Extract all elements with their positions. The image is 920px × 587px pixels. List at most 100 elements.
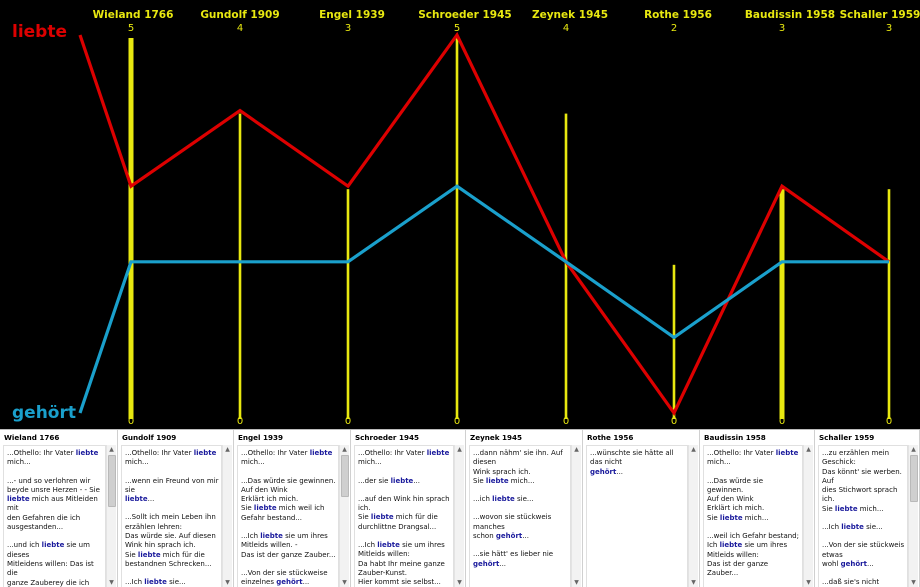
snippet-text: ...wovon sie stückweis manches schon (473, 513, 552, 541)
panel-title: Rothe 1956 (587, 433, 634, 442)
scroll-down-arrow-icon[interactable]: ▼ (225, 579, 230, 586)
snippet-text: ... (147, 495, 155, 504)
scroll-thumb[interactable] (341, 455, 349, 497)
edition-panel: Wieland 1766 ...Othello: Ihr Vater liebte… (0, 430, 118, 587)
scroll-thumb[interactable] (108, 455, 116, 507)
scroll-down-arrow-icon[interactable]: ▼ (806, 579, 811, 586)
keyword-highlight: liebte (125, 495, 148, 504)
keyword-highlight: liebte (775, 449, 799, 457)
snippet: ...Das würde sie gewinnen. Auf den Wink … (241, 477, 336, 523)
edition-count: 2 (671, 23, 677, 34)
scroll-up-arrow-icon[interactable]: ▲ (911, 446, 916, 453)
snippet-text: ... (866, 559, 874, 568)
snippet-text: ...wenn ein Freund von mir sie (125, 476, 219, 494)
panel-scrollbar[interactable]: ▲ ▼ (454, 445, 464, 587)
snippet-text: ...Von der sie stückweise einzelnes (241, 568, 328, 587)
snippet: ...Ich liebte sie um ihres Mitleids will… (241, 532, 336, 560)
panel-scrollbar[interactable]: ▲ ▼ (803, 445, 813, 587)
scroll-up-arrow-icon[interactable]: ▲ (342, 446, 347, 453)
snippet: ...dann nähm' sie ihn. Auf diesen Wink s… (473, 449, 568, 486)
snippet-text: ... (616, 467, 624, 476)
snippet: ...weil ich Gefahr bestand; Ich liebte s… (707, 532, 800, 578)
scroll-down-arrow-icon[interactable]: ▼ (691, 579, 696, 586)
scroll-up-arrow-icon[interactable]: ▲ (109, 446, 114, 453)
scroll-down-arrow-icon[interactable]: ▼ (911, 579, 916, 586)
snippet: ...Das würde sie gewinnen. Auf den Wink … (707, 477, 800, 523)
snippet-text: ... (413, 476, 420, 485)
snippet-text: ...Ich (241, 532, 261, 541)
scroll-thumb[interactable] (910, 455, 918, 502)
snippet: ...der sie liebte... (358, 477, 451, 486)
keyword-highlight: gehört (276, 578, 303, 587)
scroll-up-arrow-icon[interactable]: ▲ (225, 446, 230, 453)
snippet: ...sie hätt' es lieber nie gehört... (473, 550, 568, 569)
scroll-up-arrow-icon[interactable]: ▲ (806, 446, 811, 453)
snippet-text: ...Othello: Ihr Vater (707, 449, 776, 457)
panel-title: Schaller 1959 (819, 433, 875, 442)
snippet-list[interactable]: ...Othello: Ihr Vater liebte mich... ...w… (121, 445, 222, 587)
keyword-highlight: liebte (426, 449, 450, 457)
snippet-list[interactable]: ...Othello: Ihr Vater liebte mich... ...D… (237, 445, 339, 587)
panel-scrollbar[interactable]: ▲ ▼ (688, 445, 698, 587)
series-line-liebte (78, 31, 890, 417)
count-bar (455, 38, 459, 419)
snippet: ...Von der sie stückweis etwas wohl gehö… (822, 541, 905, 569)
edition-zero-label: 0 (454, 416, 460, 427)
scroll-up-arrow-icon[interactable]: ▲ (691, 446, 696, 453)
snippet-text: sie um ihres Mitleids willen: Das ist de… (707, 541, 788, 578)
snippet: ...wenn ein Freund von mir sie liebte... (125, 477, 219, 505)
panel-scrollbar[interactable]: ▲ ▼ (222, 445, 232, 587)
snippet-text: mich... (358, 458, 382, 467)
snippet: ...wovon sie stückweis manches schon geh… (473, 513, 568, 541)
scroll-down-arrow-icon[interactable]: ▼ (574, 579, 579, 586)
snippet-text: ...Othello: Ihr Vater (241, 449, 310, 457)
snippet-text: ... (499, 559, 507, 568)
keyword-highlight: liebte (485, 476, 509, 485)
scroll-down-arrow-icon[interactable]: ▼ (457, 579, 462, 586)
snippet: ...Othello: Ihr Vater liebte mich... (241, 449, 336, 468)
edition-title: Schroeder 1945 (418, 9, 511, 21)
panel-scrollbar[interactable]: ▲ ▼ (339, 445, 349, 587)
scroll-down-arrow-icon[interactable]: ▼ (109, 579, 114, 586)
panel-scrollbar[interactable]: ▲ ▼ (908, 445, 918, 587)
snippet-list[interactable]: ...Othello: Ihr Vater liebte mich... ...-… (3, 445, 106, 587)
edition-zero-label: 0 (237, 416, 243, 427)
edition-count: 4 (237, 23, 243, 34)
scroll-up-arrow-icon[interactable]: ▲ (457, 446, 462, 453)
count-bar (564, 113, 568, 419)
panel-title: Zeynek 1945 (470, 433, 523, 442)
snippet-text: ... (522, 532, 529, 541)
panel-scrollbar[interactable]: ▲ ▼ (571, 445, 581, 587)
panel-scrollbar[interactable]: ▲ ▼ (106, 445, 116, 587)
keyword-highlight: liebte (492, 495, 515, 504)
keyword-highlight: gehört (495, 532, 523, 541)
snippet-list[interactable]: ...dann nähm' sie ihn. Auf diesen Wink s… (469, 445, 571, 587)
panel-title: Wieland 1766 (4, 433, 60, 442)
edition-zero-label: 0 (779, 416, 785, 427)
edition-panel: Zeynek 1945 ...dann nähm' sie ihn. Auf di… (466, 430, 583, 587)
keyword-highlight: gehört (590, 467, 617, 476)
keyword-highlight: liebte (719, 513, 743, 522)
count-bar (346, 189, 350, 419)
snippet-text: mich für die durchlittne Drangsal... (358, 513, 438, 531)
snippet-text: ...dann nähm' sie ihn. Auf diesen Wink s… (473, 449, 563, 485)
snippet-list[interactable]: ...wünschte sie hätte all das nicht gehö… (586, 445, 688, 587)
snippet-list[interactable]: ...Othello: Ihr Vater liebte mich... ...D… (703, 445, 803, 587)
edition-title: Zeynek 1945 (532, 9, 608, 21)
snippet-list[interactable]: ...Othello: Ihr Vater liebte mich... ...d… (354, 445, 454, 587)
keyword-highlight: liebte (309, 449, 333, 457)
scroll-up-arrow-icon[interactable]: ▲ (574, 446, 579, 453)
edition-panel: Engel 1939 ...Othello: Ihr Vater liebte m… (234, 430, 351, 587)
snippet-text: mich... (707, 458, 731, 467)
snippet-text: ...Das würde sie gewinnen. Auf den Wink … (241, 476, 336, 513)
scroll-down-arrow-icon[interactable]: ▼ (342, 579, 347, 586)
snippet-list[interactable]: ...zu erzählen mein Geschick: Das könnt'… (818, 445, 908, 587)
keyword-highlight: liebte (370, 513, 394, 522)
snippet: ...- und so verlohren wir beyde unsre He… (7, 477, 103, 533)
snippet-text: ...sie hätt' es lieber nie (473, 550, 554, 559)
keyword-highlight: liebte (193, 449, 217, 457)
snippet-text: mich... (508, 476, 535, 485)
snippet-text: sie um dieses Mitleidens willen: Das ist… (7, 541, 94, 587)
edition-title: Baudissin 1958 (745, 9, 835, 21)
panel-title: Gundolf 1909 (122, 433, 177, 442)
